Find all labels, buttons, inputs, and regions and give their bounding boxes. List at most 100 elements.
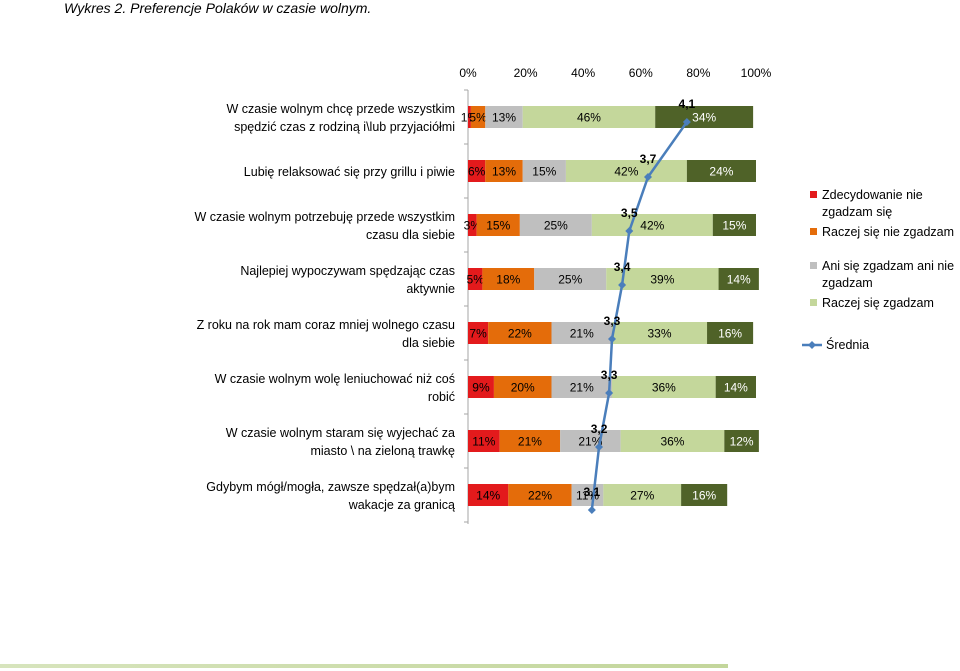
mean-label: 3,3 (604, 314, 621, 328)
category-label: Lubię relaksować się przy grillu i piwie (244, 165, 455, 179)
bar-row: Najlepiej wypoczywam spędzając czas aktyw… (240, 264, 759, 296)
category-label: robić (428, 390, 455, 404)
chart-legend: Zdecydowanie nie zgadzam się Raczej się ni… (802, 188, 954, 352)
bar-segment (468, 214, 477, 236)
bar-segment (522, 160, 566, 182)
bar-segment (606, 268, 719, 290)
bar-segment (508, 484, 572, 506)
bar-segment (468, 160, 486, 182)
bar-segment (534, 268, 607, 290)
data-label: 21% (518, 435, 542, 449)
mean-point (595, 443, 604, 451)
data-label: 5% (467, 273, 485, 287)
bar-segment (522, 106, 656, 128)
bar-segment (468, 106, 471, 128)
x-tick-label: 0% (459, 66, 477, 80)
bar-segment (718, 268, 759, 290)
mean-point (618, 281, 627, 289)
data-label: 13% (492, 165, 516, 179)
x-tick-label: 100% (741, 66, 772, 80)
data-label: 36% (660, 435, 684, 449)
legend-label: Raczej się zgadzam (822, 296, 934, 310)
data-label: 25% (544, 219, 568, 233)
bar-segment (519, 214, 592, 236)
bar-segment (468, 322, 489, 344)
mean-series: 4,1 3,7 3,5 3,4 3,3 3,3 3,2 3,1 (583, 97, 696, 514)
category-label: Najlepiej wypoczywam spędzając czas (240, 264, 455, 278)
mean-point (605, 389, 614, 397)
data-label: 39% (650, 273, 674, 287)
bar-segment (707, 322, 754, 344)
x-tick-label: 60% (629, 66, 653, 80)
x-tick-label: 20% (514, 66, 538, 80)
chart-caption: Wykres 2. Preferencje Polaków w czasie w… (64, 0, 372, 16)
bar-segment (603, 484, 682, 506)
data-label: 46% (577, 111, 601, 125)
bar-row: W czasie wolnym wolę leniuchować niż coś… (215, 372, 756, 404)
data-label: 15% (532, 165, 556, 179)
mean-label: 3,5 (621, 206, 638, 220)
bar-segment (655, 106, 754, 128)
data-label: 25% (558, 273, 582, 287)
data-label: 24% (709, 165, 733, 179)
legend-label: Ani się zgadzam ani nie (822, 259, 954, 273)
bar-segment (612, 376, 716, 398)
data-label: 9% (472, 381, 490, 395)
data-label: 22% (508, 327, 532, 341)
mean-label: 3,4 (614, 260, 631, 274)
data-label: 36% (652, 381, 676, 395)
bar-segment (724, 430, 759, 452)
data-label: 11% (472, 435, 495, 449)
legend-label: Średnia (826, 337, 869, 352)
data-label: 16% (692, 489, 716, 503)
data-label: 21% (570, 327, 594, 341)
data-label: 5% (469, 111, 487, 125)
bar-row: Lubię relaksować się przy grillu i piwie… (244, 160, 756, 182)
bar-segment (499, 430, 561, 452)
mean-point (644, 173, 652, 181)
bar-segment (485, 106, 523, 128)
data-label: 42% (640, 219, 664, 233)
category-label: spędzić czas z rodziną i\lub przyjaciółm… (234, 120, 455, 134)
mean-line (590, 121, 688, 511)
mean-label: 3,2 (591, 422, 608, 436)
data-label: 42% (614, 165, 638, 179)
data-label: 12% (730, 435, 754, 449)
legend-label: Raczej się nie zgadzam (822, 225, 954, 239)
category-label: W czasie wolnym potrzebuję przede wszyst… (195, 210, 456, 224)
bar-segment (468, 484, 509, 506)
data-label: 15% (486, 219, 510, 233)
mean-point (625, 227, 634, 235)
bar-rows: W czasie wolnym chcę przede wszystkim spę… (195, 102, 759, 512)
bar-segment (620, 430, 725, 452)
data-label: 22% (528, 489, 552, 503)
data-label: 14% (727, 273, 751, 287)
bar-segment (468, 430, 500, 452)
legend-swatch (810, 262, 817, 269)
data-label: 20% (511, 381, 535, 395)
bar-segment (681, 484, 728, 506)
bar-row: Gdybym mógł/mogła, zawsze spędzał(a)bym w… (206, 480, 728, 512)
category-label: czasu dla siebie (366, 228, 455, 242)
bar-segment (560, 430, 621, 452)
bar-segment (468, 376, 494, 398)
mean-point (608, 335, 616, 343)
bar-row: W czasie wolnym staram się wyjechać za mi… (226, 426, 759, 458)
data-label: 6% (468, 165, 486, 179)
data-label: 18% (496, 273, 520, 287)
legend-label: zgadzam (822, 276, 873, 290)
legend-label: Zdecydowanie nie (822, 188, 923, 202)
data-label: 15% (722, 219, 746, 233)
bar-segment (468, 268, 483, 290)
legend-swatch (810, 299, 817, 306)
category-label: W czasie wolnym wolę leniuchować niż coś (215, 372, 455, 386)
data-label: 16% (718, 327, 742, 341)
bar-segment (686, 160, 756, 182)
data-label: 34% (692, 111, 716, 125)
mean-label: 3,7 (640, 152, 657, 166)
bar-segment (488, 322, 552, 344)
mean-label: 3,1 (583, 485, 600, 499)
data-label: 21% (570, 381, 594, 395)
x-tick-label: 80% (686, 66, 710, 80)
